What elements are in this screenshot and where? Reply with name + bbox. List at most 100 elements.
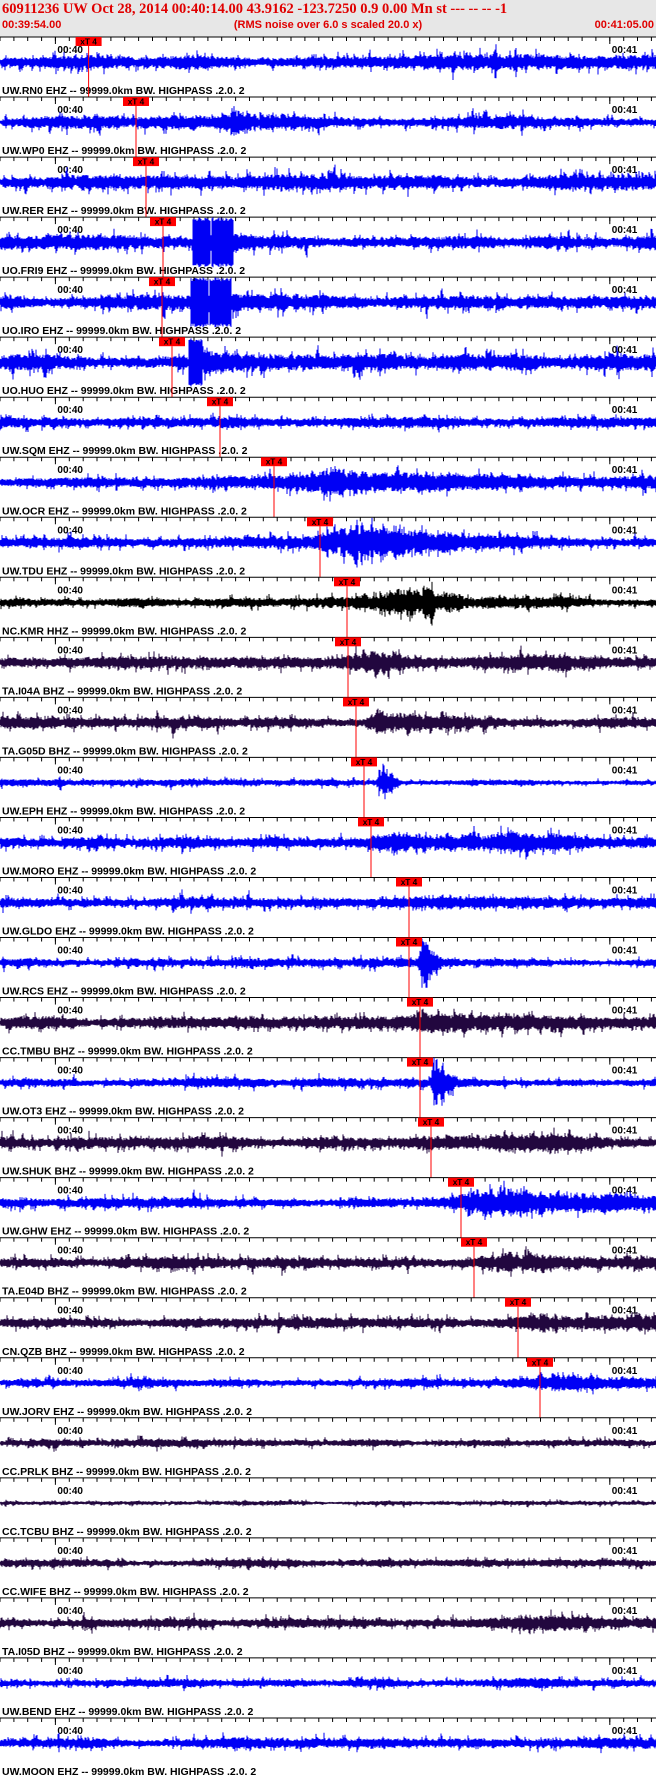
svg-text:xT 4: xT 4 <box>401 877 418 887</box>
svg-text:00:41: 00:41 <box>612 165 638 176</box>
svg-text:00:41: 00:41 <box>612 1066 638 1077</box>
svg-text:UW.BEND EHZ -- 99999.0km BW.: UW.BEND EHZ -- 99999.0km BW. HIGHPASS .2… <box>2 1706 253 1718</box>
svg-text:TA.G05D BHZ -- 99999.0km BW.: TA.G05D BHZ -- 99999.0km BW. HIGHPASS .2… <box>2 745 248 757</box>
svg-text:UW.TDU EHZ -- 99999.0km BW. H: UW.TDU EHZ -- 99999.0km BW. HIGHPASS .2.… <box>2 565 245 577</box>
svg-text:00:40: 00:40 <box>57 465 83 476</box>
svg-text:xT 4: xT 4 <box>128 97 145 107</box>
svg-text:00:40: 00:40 <box>57 1246 83 1257</box>
svg-text:00:41: 00:41 <box>612 1486 638 1497</box>
svg-text:UW.MOON EHZ -- 99999.0km BW.: UW.MOON EHZ -- 99999.0km BW. HIGHPASS .2… <box>2 1766 256 1778</box>
svg-text:00:40: 00:40 <box>57 105 83 116</box>
svg-text:xT 4: xT 4 <box>466 1237 483 1247</box>
svg-text:00:41: 00:41 <box>612 1126 638 1137</box>
svg-text:00:40: 00:40 <box>57 165 83 176</box>
svg-text:xT 4: xT 4 <box>356 757 373 767</box>
svg-text:UW.RER EHZ -- 99999.0km BW. H: UW.RER EHZ -- 99999.0km BW. HIGHPASS .2.… <box>2 205 246 217</box>
svg-text:xT 4: xT 4 <box>339 577 356 587</box>
svg-text:00:40: 00:40 <box>57 705 83 716</box>
svg-text:00:41: 00:41 <box>612 825 638 836</box>
svg-text:00:41: 00:41 <box>612 465 638 476</box>
svg-text:00:40: 00:40 <box>57 1606 83 1617</box>
svg-text:00:40: 00:40 <box>57 1366 83 1377</box>
svg-text:xT 4: xT 4 <box>312 517 329 527</box>
svg-text:UW.RN0 EHZ -- 99999.0km BW. H: UW.RN0 EHZ -- 99999.0km BW. HIGHPASS .2.… <box>2 85 245 97</box>
svg-text:UO.HUO EHZ -- 99999.0km BW. H: UO.HUO EHZ -- 99999.0km BW. HIGHPASS .2.… <box>2 385 246 397</box>
svg-text:TA.I04A BHZ -- 99999.0km BW.: TA.I04A BHZ -- 99999.0km BW. HIGHPASS .2… <box>2 685 242 697</box>
svg-text:xT 4: xT 4 <box>401 937 418 947</box>
svg-text:00:40: 00:40 <box>57 1186 83 1197</box>
svg-text:CC.WIFE BHZ -- 99999.0km BW.: CC.WIFE BHZ -- 99999.0km BW. HIGHPASS .2… <box>2 1586 249 1598</box>
svg-text:00:40: 00:40 <box>57 1066 83 1077</box>
svg-text:CC.PRLK BHZ -- 99999.0km BW.: CC.PRLK BHZ -- 99999.0km BW. HIGHPASS .2… <box>2 1466 251 1478</box>
svg-text:UW.SQM EHZ -- 99999.0km BW. H: UW.SQM EHZ -- 99999.0km BW. HIGHPASS .2.… <box>2 445 248 457</box>
svg-text:00:40: 00:40 <box>57 1006 83 1017</box>
svg-text:UW.RCS EHZ -- 99999.0km BW. H: UW.RCS EHZ -- 99999.0km BW. HIGHPASS .2.… <box>2 986 246 998</box>
svg-text:00:40: 00:40 <box>57 1486 83 1497</box>
svg-text:TA.E04D BHZ -- 99999.0km BW.: TA.E04D BHZ -- 99999.0km BW. HIGHPASS .2… <box>2 1286 247 1298</box>
svg-text:00:41: 00:41 <box>612 1306 638 1317</box>
svg-text:xT 4: xT 4 <box>154 277 171 287</box>
svg-text:CN.QZB BHZ -- 99999.0km BW. H: CN.QZB BHZ -- 99999.0km BW. HIGHPASS .2.… <box>2 1346 245 1358</box>
svg-text:00:40: 00:40 <box>57 1426 83 1437</box>
svg-text:UW.OCR EHZ -- 99999.0km BW. H: UW.OCR EHZ -- 99999.0km BW. HIGHPASS .2.… <box>2 505 247 517</box>
svg-text:00:41: 00:41 <box>612 645 638 656</box>
svg-text:00:41: 00:41 <box>612 1366 638 1377</box>
svg-text:00:41: 00:41 <box>612 946 638 957</box>
svg-text:00:41: 00:41 <box>612 585 638 596</box>
svg-text:00:39:54.00: 00:39:54.00 <box>2 19 61 31</box>
svg-text:00:41: 00:41 <box>612 1426 638 1437</box>
svg-text:UW.GLDO EHZ -- 99999.0km BW.: UW.GLDO EHZ -- 99999.0km BW. HIGHPASS .2… <box>2 926 254 938</box>
svg-text:00:40: 00:40 <box>57 525 83 536</box>
svg-text:00:41: 00:41 <box>612 1726 638 1737</box>
svg-text:UW.JORV EHZ -- 99999.0km BW.: UW.JORV EHZ -- 99999.0km BW. HIGHPASS .2… <box>2 1406 252 1418</box>
svg-text:UW.WP0 EHZ -- 99999.0km BW. H: UW.WP0 EHZ -- 99999.0km BW. HIGHPASS .2.… <box>2 145 246 157</box>
svg-text:xT 4: xT 4 <box>423 1117 440 1127</box>
svg-text:xT 4: xT 4 <box>155 217 172 227</box>
svg-text:UW.MORO EHZ -- 99999.0km BW.: UW.MORO EHZ -- 99999.0km BW. HIGHPASS .2… <box>2 866 256 878</box>
svg-text:60911236 UW Oct 28, 2014 00:4: 60911236 UW Oct 28, 2014 00:40:14.00 43.… <box>2 1 507 17</box>
svg-text:xT 4: xT 4 <box>212 397 229 407</box>
svg-text:00:41: 00:41 <box>612 525 638 536</box>
svg-text:00:40: 00:40 <box>57 285 83 296</box>
svg-text:00:41:05.00: 00:41:05.00 <box>595 19 654 31</box>
svg-text:00:41: 00:41 <box>612 765 638 776</box>
svg-text:CC.TCBU BHZ -- 99999.0km BW.: CC.TCBU BHZ -- 99999.0km BW. HIGHPASS .2… <box>2 1526 252 1538</box>
svg-text:00:40: 00:40 <box>57 645 83 656</box>
svg-text:xT 4: xT 4 <box>412 1057 429 1067</box>
svg-text:xT 4: xT 4 <box>363 817 380 827</box>
svg-text:00:40: 00:40 <box>57 45 83 56</box>
svg-text:xT 4: xT 4 <box>510 1297 527 1307</box>
svg-text:00:40: 00:40 <box>57 1546 83 1557</box>
svg-text:xT 4: xT 4 <box>266 457 283 467</box>
svg-text:00:41: 00:41 <box>612 1546 638 1557</box>
svg-text:xT 4: xT 4 <box>412 997 429 1007</box>
svg-text:00:41: 00:41 <box>612 886 638 897</box>
svg-text:00:41: 00:41 <box>612 45 638 56</box>
svg-text:UW.OT3 EHZ -- 99999.0km BW. H: UW.OT3 EHZ -- 99999.0km BW. HIGHPASS .2.… <box>2 1106 244 1118</box>
svg-text:xT 4: xT 4 <box>348 697 365 707</box>
svg-text:00:40: 00:40 <box>57 765 83 776</box>
svg-text:00:41: 00:41 <box>612 1606 638 1617</box>
svg-text:UW.SHUK BHZ -- 99999.0km BW.: UW.SHUK BHZ -- 99999.0km BW. HIGHPASS .2… <box>2 1166 254 1178</box>
svg-text:00:40: 00:40 <box>57 1126 83 1137</box>
svg-text:00:40: 00:40 <box>57 825 83 836</box>
svg-text:xT 4: xT 4 <box>80 37 97 47</box>
svg-text:00:40: 00:40 <box>57 886 83 897</box>
svg-text:00:40: 00:40 <box>57 946 83 957</box>
svg-text:00:40: 00:40 <box>57 1666 83 1677</box>
svg-text:CC.TMBU BHZ -- 99999.0km BW.: CC.TMBU BHZ -- 99999.0km BW. HIGHPASS .2… <box>2 1046 253 1058</box>
svg-text:xT 4: xT 4 <box>453 1177 470 1187</box>
svg-text:(RMS noise over 6.0 s scaled 2: (RMS noise over 6.0 s scaled 20.0 x) <box>234 19 423 31</box>
svg-text:00:40: 00:40 <box>57 405 83 416</box>
svg-text:xT 4: xT 4 <box>340 637 357 647</box>
svg-text:UW.EPH EHZ -- 99999.0km BW. H: UW.EPH EHZ -- 99999.0km BW. HIGHPASS .2.… <box>2 805 245 817</box>
svg-text:00:41: 00:41 <box>612 225 638 236</box>
svg-text:00:41: 00:41 <box>612 105 638 116</box>
svg-text:UO.IRO EHZ -- 99999.0km BW. H: UO.IRO EHZ -- 99999.0km BW. HIGHPASS .2.… <box>2 325 241 337</box>
svg-text:UW.GHW EHZ -- 99999.0km BW. H: UW.GHW EHZ -- 99999.0km BW. HIGHPASS .2.… <box>2 1226 249 1238</box>
svg-text:00:40: 00:40 <box>57 585 83 596</box>
svg-text:TA.I05D BHZ -- 99999.0km BW.: TA.I05D BHZ -- 99999.0km BW. HIGHPASS .2… <box>2 1646 243 1658</box>
svg-text:xT 4: xT 4 <box>138 157 155 167</box>
svg-text:xT 4: xT 4 <box>532 1357 549 1367</box>
svg-text:xT 4: xT 4 <box>164 337 181 347</box>
